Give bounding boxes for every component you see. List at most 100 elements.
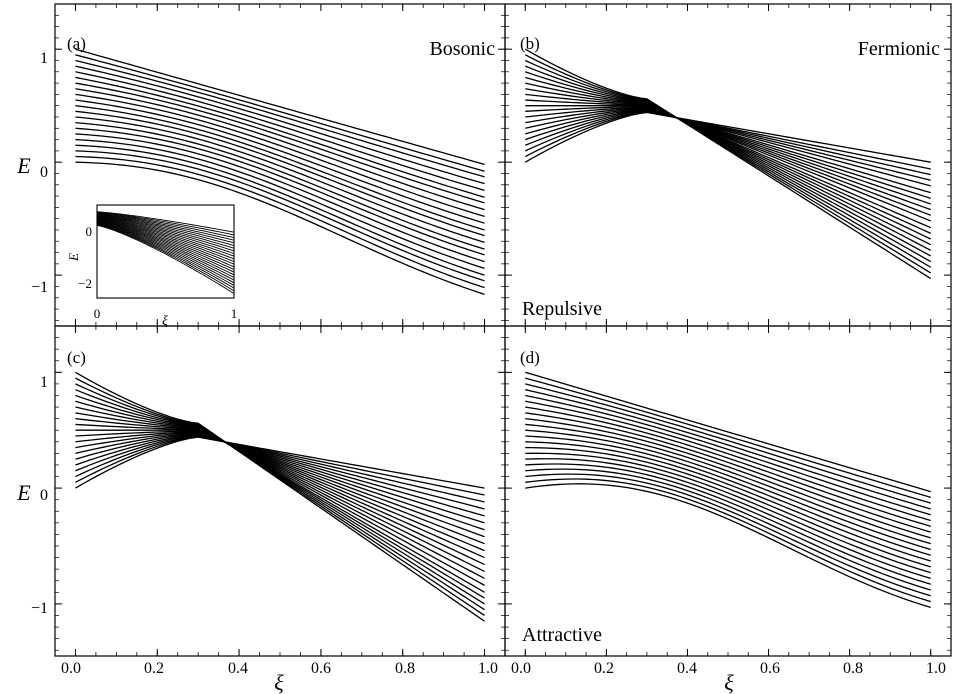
energy-level-line [525,473,931,597]
panel-a-ytick-neg1: −1 [31,279,48,296]
inset-series [96,211,235,294]
panel-b-label: (b) [520,34,540,53]
energy-level-line [75,400,485,593]
panel-a-inset: E ξ 0 −2 0 1 [66,204,238,329]
energy-level-line [525,109,931,187]
panel-c-xtick-3: 0.6 [311,660,331,677]
energy-level-line [75,82,485,204]
inset-xtick-1: 1 [231,306,238,321]
energy-level-line [525,105,931,222]
panel-d-xtick-2: 0.4 [677,660,697,677]
panel-d-xtick-1: 0.2 [594,660,614,677]
energy-level-line [525,107,931,205]
energy-level-line [75,65,485,185]
energy-level-line [75,383,485,611]
energy-level-line [524,54,932,274]
energy-level-line [75,110,485,237]
energy-level-line [75,99,485,224]
energy-level-line [75,127,485,256]
energy-level-line [525,371,931,493]
panel-a-label: (a) [67,34,86,53]
inset-energy-line [96,223,235,289]
energy-level-line [75,105,485,231]
energy-level-line [525,109,931,181]
panel-c-label: (c) [67,348,86,367]
inset-energy-line [96,214,235,246]
energy-level-line [525,446,931,568]
energy-level-line [525,88,932,240]
energy-level-line [75,144,485,276]
energy-level-line [525,468,931,591]
energy-level-line [75,433,485,517]
panel-c-xtick-1: 0.2 [144,660,164,677]
energy-level-line [525,429,931,551]
panel-c-series [75,371,485,622]
energy-level-line [525,478,931,603]
panel-b-series [524,48,932,280]
inset-energy-line [96,218,235,265]
energy-level-line [525,463,931,585]
panel-d-label: (d) [520,348,540,367]
energy-level-line [525,65,932,263]
energy-level-line [525,105,931,216]
inset-ytick-neg2: −2 [78,276,92,291]
inset-xlabel: ξ [162,314,168,329]
energy-level-line [75,423,485,566]
energy-level-line [525,383,931,504]
panel-b-ticks [505,3,951,326]
energy-level-line [75,116,485,244]
energy-level-line [75,431,485,538]
panel-c-ticks [55,325,505,656]
energy-level-line [75,54,485,172]
inset-energy-line [96,222,235,284]
energy-level-line [525,110,931,176]
panel-d-xlabel: ξ [724,670,734,694]
energy-level-line [75,389,485,605]
panel-d-xtick-3: 0.6 [760,660,780,677]
energy-level-line [75,48,485,166]
panel-d-frame [504,325,952,657]
energy-level-line [75,59,485,178]
panel-d-annotation-bottom: Attractive [522,624,602,646]
panel-d-series [525,371,931,608]
energy-level-line [524,111,931,163]
panel-c-xtick-4: 0.8 [395,660,415,677]
energy-level-line [524,111,931,170]
panel-c-ytick-0: 0 [40,487,48,504]
energy-level-line [75,435,485,503]
energy-level-line [75,436,485,489]
inset-energy-line [96,224,235,292]
energy-level-line [524,48,932,280]
inset-energy-line [96,214,235,249]
inset-xtick-0: 0 [94,306,101,321]
inset-energy-line [96,211,235,236]
energy-level-line [525,107,931,199]
panel-b-annotation: Fermionic [858,38,940,60]
energy-level-line [525,412,931,533]
inset-energy-line [96,216,235,254]
energy-level-line [525,417,931,539]
energy-level-line [75,432,485,531]
energy-level-line [75,161,485,295]
energy-level-line [75,412,485,579]
energy-level-line [525,406,931,527]
panel-c-ytick-1: 1 [40,374,48,391]
inset-energy-line [96,217,235,262]
inset-ylabel: E [66,253,81,262]
panel-a-ylabel: E [16,153,31,178]
energy-level-line [75,377,485,617]
energy-level-line [75,138,485,269]
panel-d-xtick-4: 0.8 [843,660,863,677]
energy-level-line [75,430,485,545]
energy-level-line [525,93,931,234]
panel-c: (c) E 1 0 −1 ξ 0.0 0.2 0.4 0.6 0.8 1.0 [16,325,506,694]
energy-level-line [525,71,932,257]
energy-level-line [75,434,485,510]
energy-level-line [525,389,931,510]
energy-level-line [75,93,485,218]
energy-level-line [75,121,485,250]
panel-c-xtick-2: 0.4 [228,660,248,677]
panel-c-ylabel: E [16,480,31,505]
inset-energy-line [96,222,235,281]
energy-level-line [75,371,485,622]
